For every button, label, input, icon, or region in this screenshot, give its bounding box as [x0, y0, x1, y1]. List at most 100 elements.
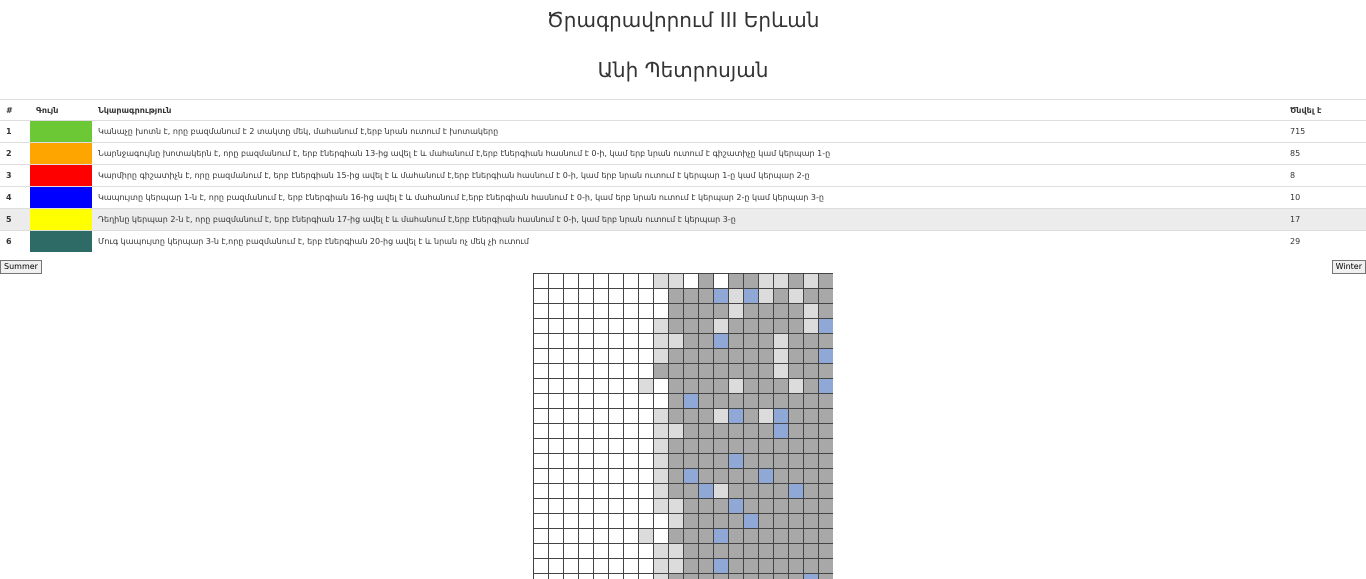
grid-cell — [744, 574, 759, 579]
grid-cell — [684, 424, 699, 439]
grid-cell — [594, 394, 609, 409]
grid-cell — [549, 559, 564, 574]
grid-cell — [624, 574, 639, 579]
grid-cell — [774, 559, 789, 574]
header-born: Ծնվել է — [1284, 99, 1366, 121]
grid-cell — [774, 469, 789, 484]
header-description: Նկարագրություն — [92, 99, 1284, 121]
grid-cell — [684, 319, 699, 334]
grid-cell — [774, 274, 789, 289]
grid-cell — [564, 454, 579, 469]
grid-cell — [609, 529, 624, 544]
table-row: 1 Կանաչը խոտն է, որը բազմանում է 2 տակտը… — [0, 120, 1366, 143]
grid-cell — [819, 364, 833, 379]
grid-cell — [804, 469, 819, 484]
grid-cell — [594, 559, 609, 574]
grid-cell — [579, 514, 594, 529]
grid-cell — [549, 514, 564, 529]
grid-cell — [729, 529, 744, 544]
grid-cell — [774, 379, 789, 394]
grid-cell — [744, 484, 759, 499]
grid-cell — [774, 394, 789, 409]
header-color: Գույն — [30, 99, 92, 121]
grid-cell — [669, 544, 684, 559]
grid-cell — [714, 379, 729, 394]
grid-cell — [549, 289, 564, 304]
grid-cell — [594, 364, 609, 379]
grid-cell — [669, 514, 684, 529]
grid-cell — [789, 304, 804, 319]
grid-cell — [549, 424, 564, 439]
grid-cell — [759, 424, 774, 439]
grid-cell — [639, 289, 654, 304]
grid-cell — [684, 349, 699, 364]
summer-button[interactable]: Summer — [0, 260, 42, 274]
grid-cell — [789, 499, 804, 514]
grid-cell — [564, 289, 579, 304]
grid-cell — [759, 289, 774, 304]
row-number: 4 — [0, 186, 30, 209]
grid-cell — [744, 289, 759, 304]
grid-cell — [774, 499, 789, 514]
grid-cell — [654, 319, 669, 334]
grid-cell — [729, 424, 744, 439]
row-count: 17 — [1284, 208, 1366, 231]
grid-cell — [534, 289, 549, 304]
grid-cell — [579, 289, 594, 304]
grid-cell — [549, 274, 564, 289]
grid-cell — [714, 304, 729, 319]
grid-cell — [624, 319, 639, 334]
grid-cell — [654, 289, 669, 304]
grid-cell — [609, 544, 624, 559]
grid-cell — [759, 274, 774, 289]
grid-cell — [624, 289, 639, 304]
grid-cell — [639, 274, 654, 289]
row-number: 2 — [0, 142, 30, 165]
grid-cell — [669, 424, 684, 439]
grid-cell — [624, 349, 639, 364]
grid-cell — [594, 334, 609, 349]
color-swatch — [30, 142, 92, 165]
grid-cell — [564, 379, 579, 394]
grid-cell — [729, 319, 744, 334]
row-description: Դեղինը կերպար 2-ն է, որը բազմանում է, եր… — [92, 208, 1284, 231]
row-count: 8 — [1284, 164, 1366, 187]
grid-cell — [819, 529, 833, 544]
grid-cell — [819, 319, 833, 334]
grid-cell — [714, 514, 729, 529]
grid-cell — [714, 349, 729, 364]
grid-cell — [534, 394, 549, 409]
grid-cell — [804, 544, 819, 559]
grid-cell — [639, 304, 654, 319]
grid-cell — [534, 499, 549, 514]
grid-cell — [594, 349, 609, 364]
grid-cell — [609, 439, 624, 454]
winter-button[interactable]: Winter — [1331, 260, 1366, 274]
grid-cell — [564, 319, 579, 334]
grid-cell — [669, 319, 684, 334]
grid-cell — [699, 304, 714, 319]
grid-cell — [774, 454, 789, 469]
grid-cell — [534, 319, 549, 334]
swatch-character-2 — [30, 209, 92, 230]
grid-cell — [579, 484, 594, 499]
grid-cell — [579, 424, 594, 439]
grid-cell — [639, 424, 654, 439]
grid-cell — [819, 484, 833, 499]
grid-cell — [594, 409, 609, 424]
grid-cell — [564, 304, 579, 319]
grid-cell — [684, 289, 699, 304]
grid-cell — [624, 334, 639, 349]
grid-cell — [699, 364, 714, 379]
grid-cell — [804, 349, 819, 364]
grid-cell — [669, 274, 684, 289]
grid-cell — [789, 334, 804, 349]
grid-cell — [774, 319, 789, 334]
grid-cell — [534, 439, 549, 454]
grid-cell — [654, 424, 669, 439]
grid-cell — [549, 319, 564, 334]
grid-cell — [564, 514, 579, 529]
grid-cell — [579, 439, 594, 454]
grid-cell — [804, 319, 819, 334]
grid-cell — [744, 364, 759, 379]
